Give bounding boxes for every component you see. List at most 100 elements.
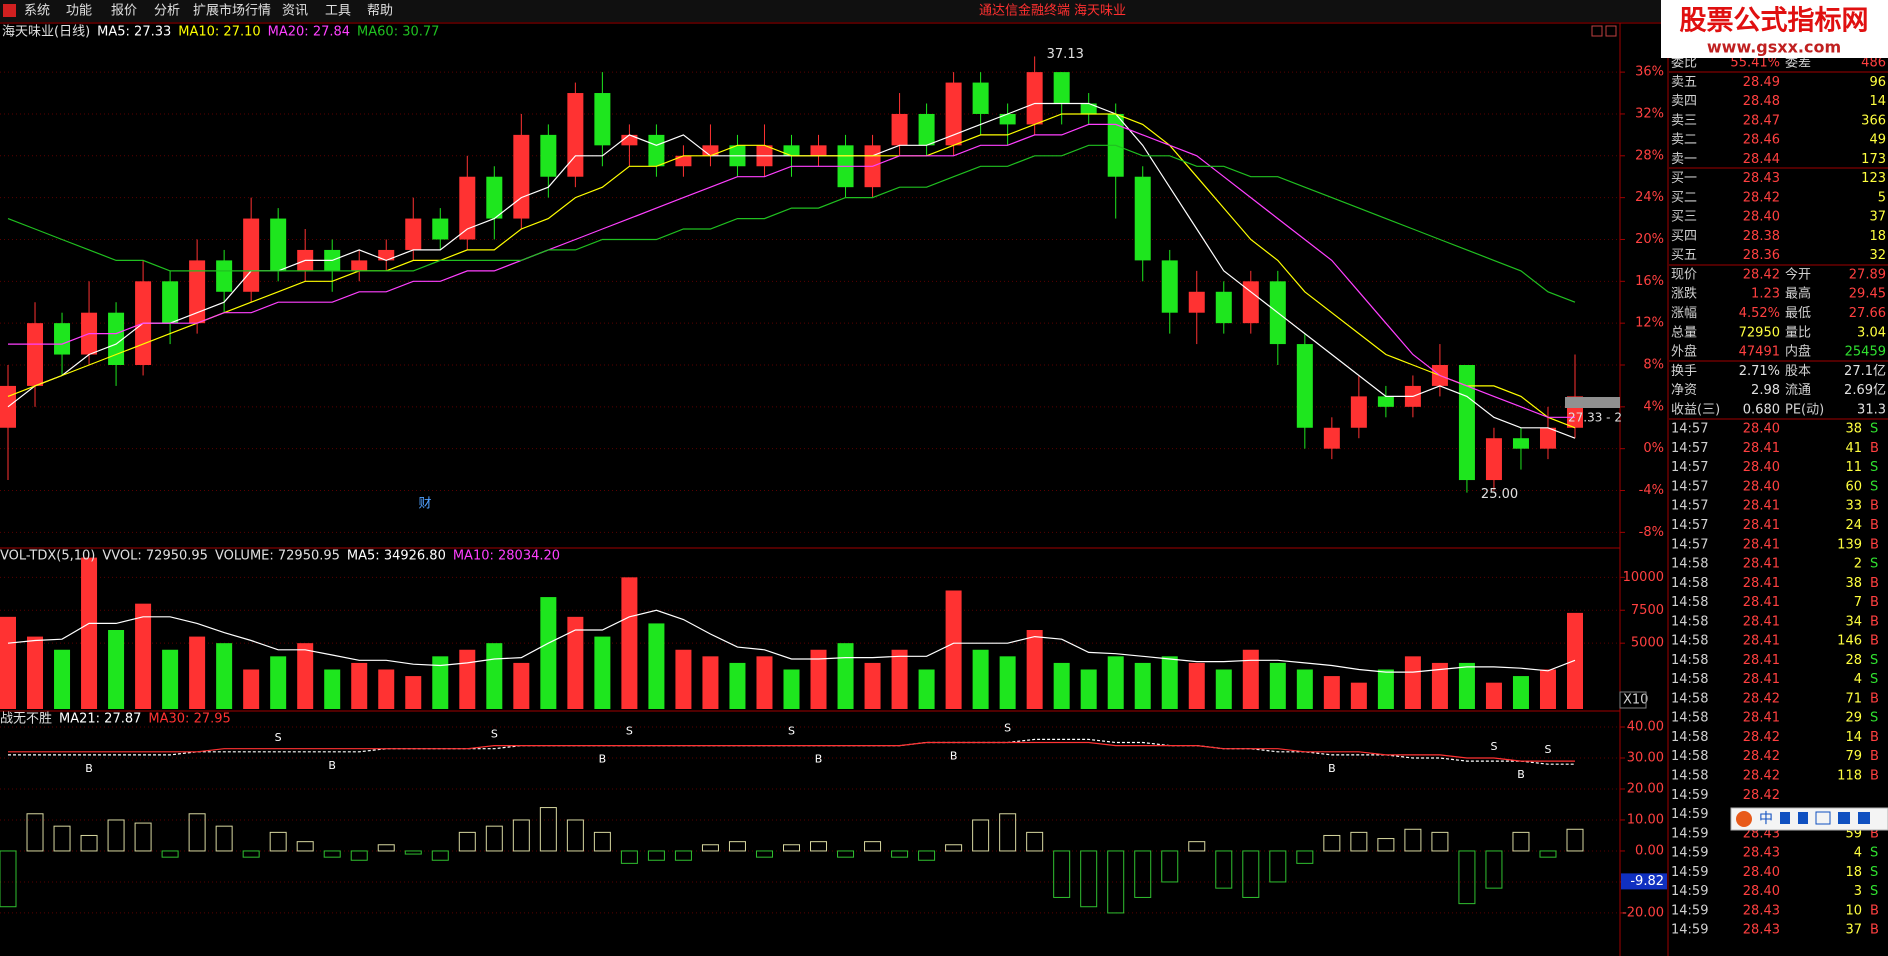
current-value-box <box>1621 873 1667 890</box>
indicator-bar <box>1296 850 1314 864</box>
indicator-bar <box>1323 834 1341 852</box>
indicator-bar <box>404 850 422 855</box>
ime-icon[interactable] <box>1815 811 1831 825</box>
tick-time: 14:58 <box>1671 749 1708 764</box>
ime-icon[interactable] <box>1858 812 1870 824</box>
volume-bar <box>1242 649 1259 709</box>
ime-icon[interactable] <box>1780 812 1790 824</box>
quote-label: 外盘 <box>1671 344 1697 360</box>
indicator-bar <box>0 850 17 908</box>
window-button[interactable] <box>1591 25 1603 37</box>
indicator-bar <box>323 850 341 858</box>
y-tick-label: 32% <box>1635 106 1664 121</box>
tick-volume: 28 <box>1845 653 1862 668</box>
indicator-bar <box>593 831 611 852</box>
indicator-bar <box>1026 831 1044 852</box>
ime-mode[interactable]: 中 <box>1759 811 1773 827</box>
indicator-title: 战无不胜 <box>0 712 52 727</box>
summary-value: 486 <box>1861 56 1886 71</box>
volume-bar <box>27 636 44 709</box>
volume-bar <box>1296 669 1313 709</box>
volume-title: VOL-TDX(5,10) <box>0 549 95 564</box>
book-label: 买三 <box>1671 210 1697 225</box>
volume-stat: VOLUME: 72950.95 <box>215 549 340 564</box>
candle-body <box>1458 364 1475 481</box>
candle-body <box>1242 281 1259 324</box>
ma-line <box>8 123 1575 418</box>
indicator-bar <box>485 825 503 852</box>
quote-label: 换手 <box>1671 364 1697 379</box>
menu-item: 功能 <box>66 4 92 19</box>
quote-label: 现价 <box>1671 267 1697 282</box>
indicator-bar <box>1404 828 1422 852</box>
tick-time: 14:58 <box>1671 672 1708 687</box>
y-tick-label: 0.00 <box>1635 843 1664 858</box>
menu-item: 帮助 <box>367 4 393 19</box>
ime-icon[interactable] <box>1798 812 1808 824</box>
quote-label: 内盘 <box>1785 344 1811 360</box>
candle-body <box>1188 291 1205 313</box>
candle-body <box>108 312 125 365</box>
candle-body <box>54 323 71 355</box>
indicator-bar <box>107 819 125 852</box>
tick-side: B <box>1870 441 1879 456</box>
indicator-bar <box>53 825 71 852</box>
candle-body <box>1161 260 1178 313</box>
summary-label: 委差 <box>1785 56 1811 71</box>
indicator-bar <box>1269 850 1287 883</box>
candle-body <box>1539 427 1556 449</box>
volume-bar <box>837 643 854 709</box>
tick-price: 28.41 <box>1743 537 1780 552</box>
indicator-bar <box>891 850 909 858</box>
y-tick-label: 16% <box>1635 274 1664 289</box>
menu-item: 扩展市场行情 <box>193 3 271 19</box>
indicator-bar <box>918 850 936 861</box>
tick-time: 14:57 <box>1671 422 1708 437</box>
tick-volume: 34 <box>1845 614 1862 629</box>
menu-item: 分析 <box>154 4 180 19</box>
y-tick-label: 4% <box>1643 399 1664 414</box>
tick-price: 28.42 <box>1743 730 1780 745</box>
y-tick-label: 24% <box>1635 190 1664 205</box>
indicator-bar <box>1539 850 1557 858</box>
low-label: 25.00 <box>1481 487 1518 502</box>
plot: 系统 功能 报价 分析 扩展市场行情 资讯 工具 帮助 通达信金融终端 海天味业36%32%28%… <box>0 3 1886 938</box>
indicator-bar <box>1458 850 1476 905</box>
tick-price: 28.43 <box>1743 923 1780 938</box>
indicator-line <box>8 738 1575 765</box>
book-volume: 123 <box>1861 171 1886 186</box>
tick-side: B <box>1870 691 1879 706</box>
candle-body <box>1026 72 1043 125</box>
y-tick-label: 5000 <box>1631 636 1664 651</box>
indicator-bar <box>512 819 530 852</box>
volume-bar <box>1026 630 1043 709</box>
indicator-bar <box>539 807 557 852</box>
candle-body <box>432 218 449 240</box>
book-label: 买五 <box>1671 248 1697 263</box>
volume-bar <box>1404 656 1421 709</box>
signal-label: B <box>85 762 93 775</box>
tick-time: 14:59 <box>1671 923 1708 938</box>
volume-bar <box>675 649 692 709</box>
y-tick-label: -20.00 <box>1622 905 1664 920</box>
volume-bar <box>189 636 206 709</box>
indicator-bar <box>188 813 206 852</box>
tick-volume: 4 <box>1854 672 1862 687</box>
tick-side: S <box>1870 884 1878 899</box>
ma-line <box>7 113 1576 429</box>
ime-logo <box>1736 811 1752 827</box>
book-volume: 173 <box>1861 152 1886 167</box>
candle-body <box>999 113 1016 125</box>
tick-volume: 3 <box>1854 884 1862 899</box>
y-tick-label: 0% <box>1643 441 1664 456</box>
indicator-bar <box>999 813 1017 852</box>
window-button[interactable] <box>1605 25 1617 37</box>
book-volume: 18 <box>1869 229 1886 244</box>
book-volume: 366 <box>1861 113 1886 128</box>
tick-price: 28.41 <box>1743 441 1780 456</box>
indicator-bar <box>620 850 638 864</box>
indicator-bar <box>972 819 990 852</box>
signal-label: B <box>1517 768 1525 781</box>
menu-bar <box>0 0 1888 22</box>
ime-icon[interactable] <box>1838 812 1850 824</box>
